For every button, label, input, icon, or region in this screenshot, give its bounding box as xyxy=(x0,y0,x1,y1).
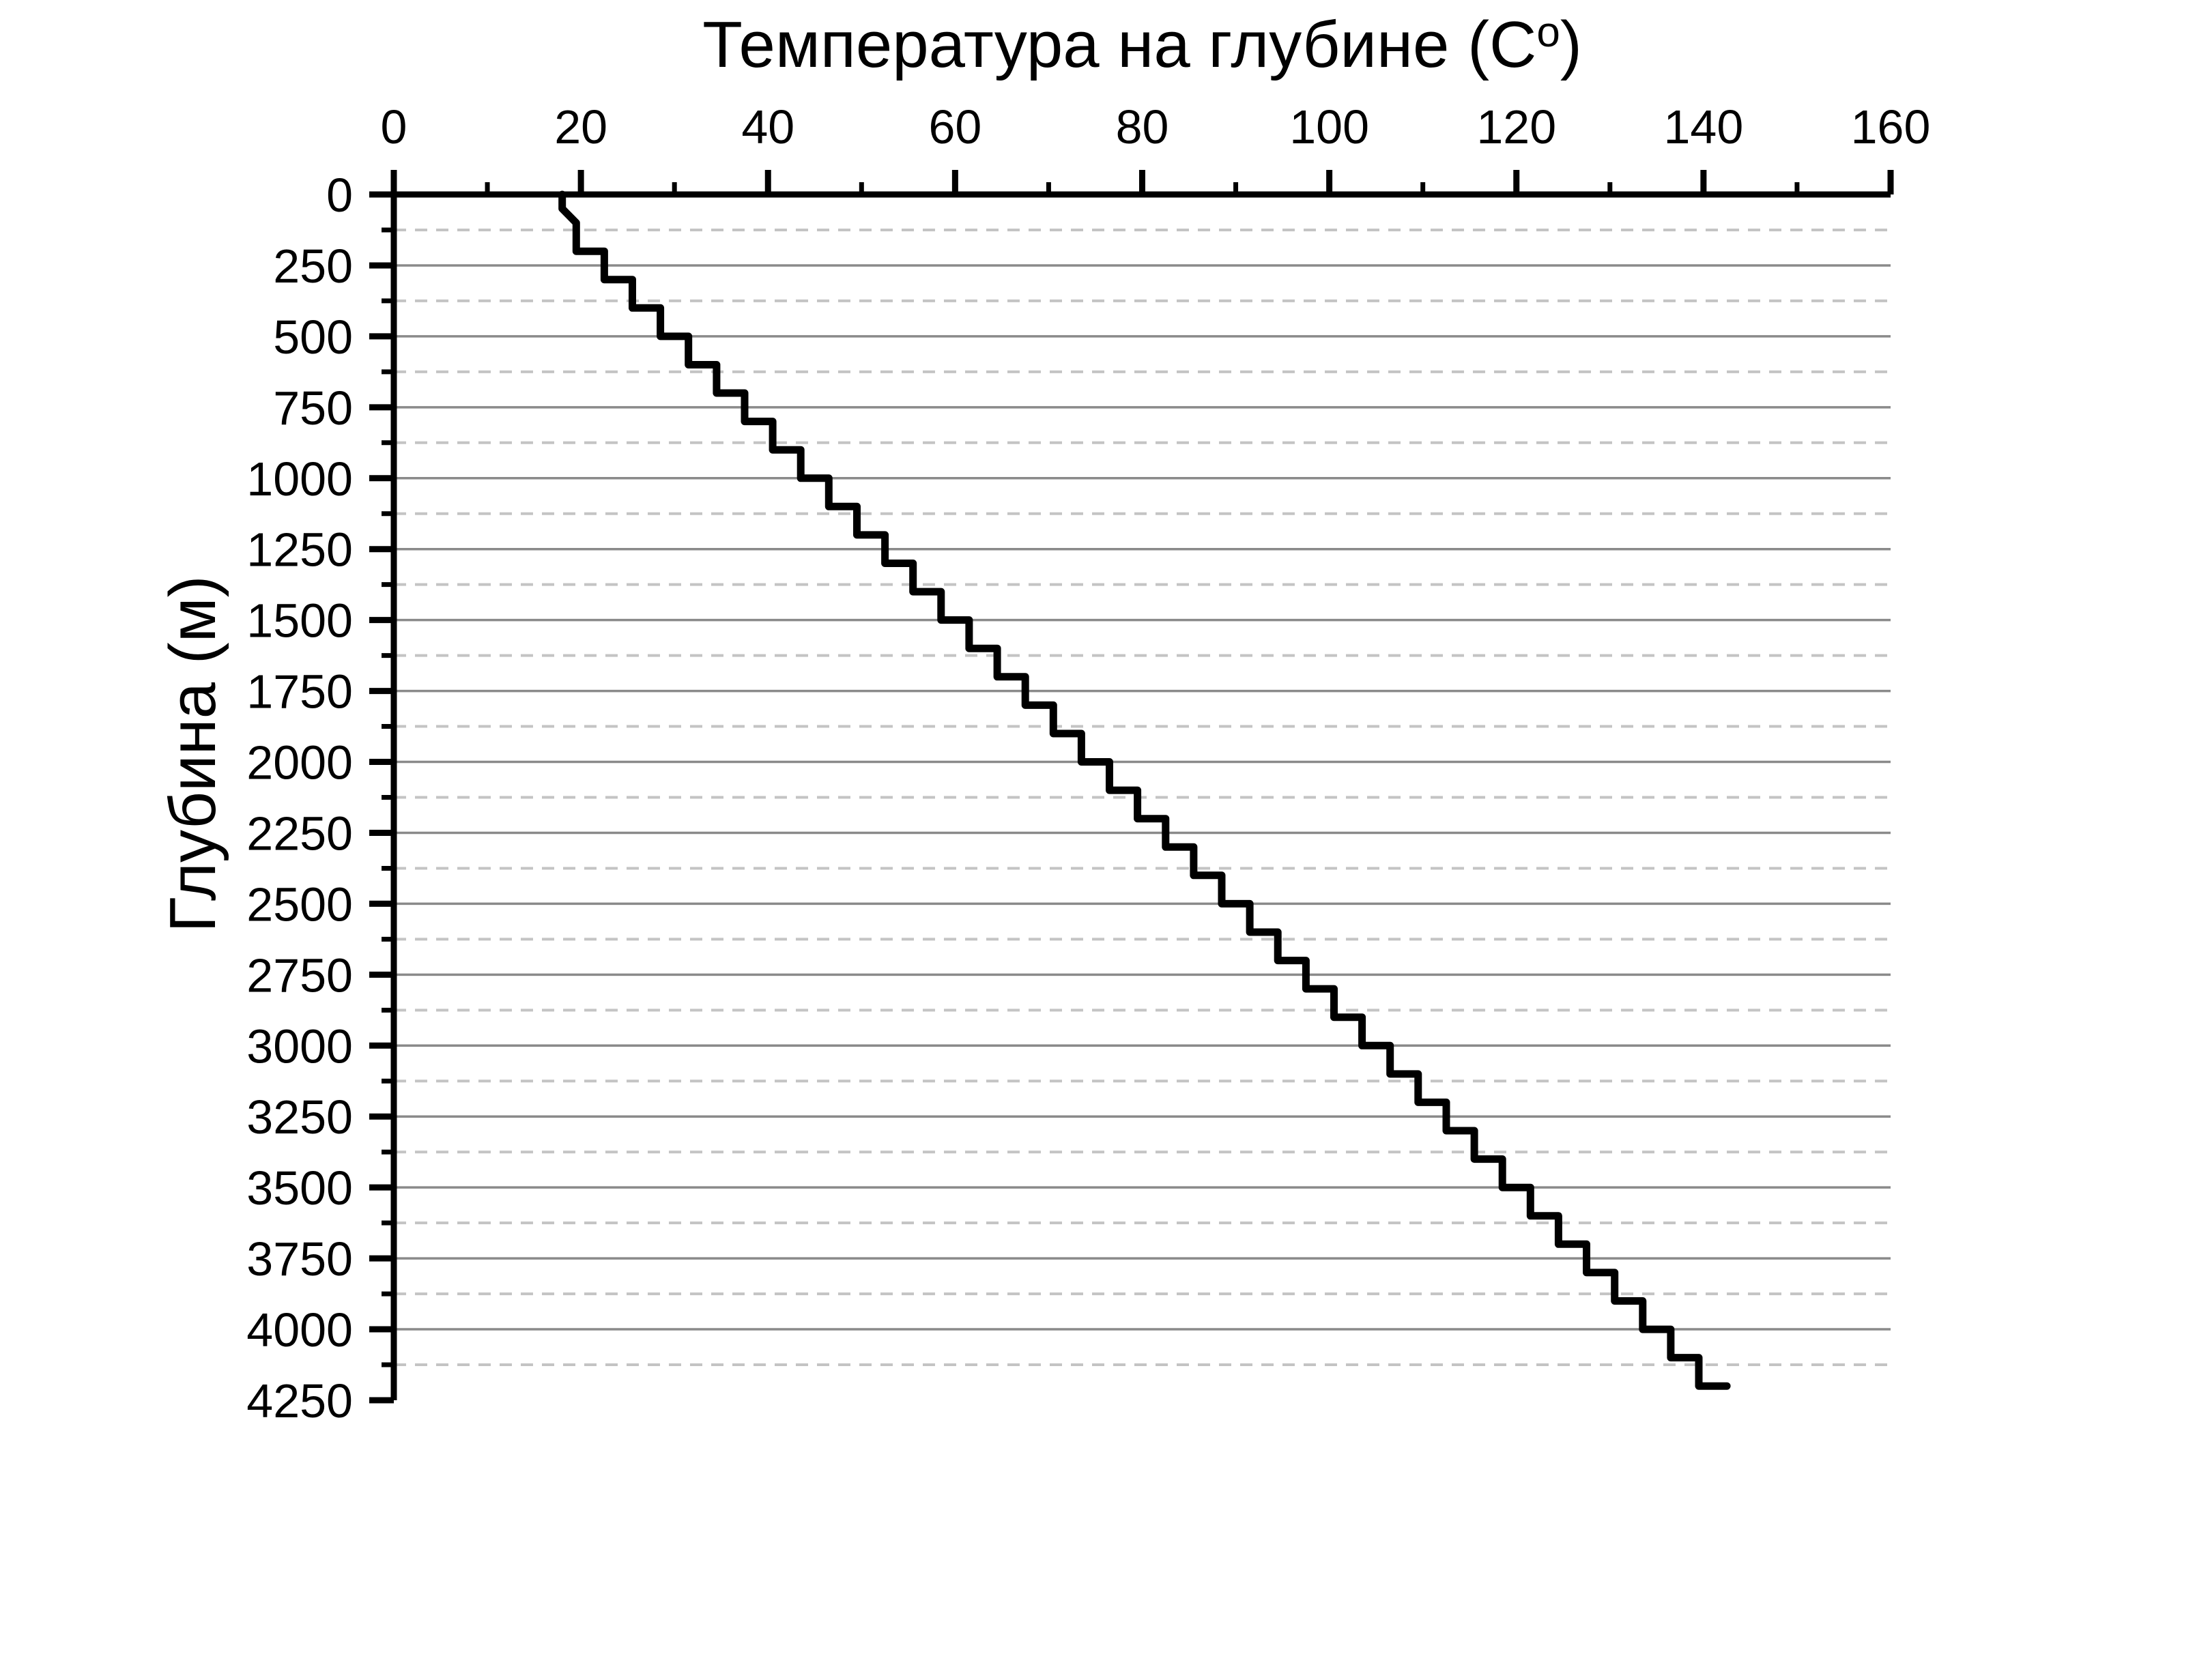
y-tick-label: 750 xyxy=(273,381,353,435)
y-axis-title-text: Глубина (м) xyxy=(156,575,229,932)
y-tick-label: 2500 xyxy=(246,878,353,931)
grid-major xyxy=(394,264,1891,1331)
series-temperature-line xyxy=(558,190,1731,1390)
x-tick-label: 80 xyxy=(1116,100,1169,154)
x-tick-label: 20 xyxy=(554,100,607,154)
y-tick-label: 1750 xyxy=(246,665,353,719)
x-tick-label: 160 xyxy=(1851,100,1931,154)
x-tick-label: 40 xyxy=(741,100,794,154)
x-tick-label: 120 xyxy=(1476,100,1556,154)
grid-minor xyxy=(394,228,1891,1367)
y-tick-label: 1250 xyxy=(246,523,353,577)
y-tick-label: 3500 xyxy=(246,1161,353,1215)
y-tick-label: 0 xyxy=(326,169,353,222)
y-tick-label: 2750 xyxy=(246,948,353,1002)
x-tick-label: 60 xyxy=(928,100,981,154)
y-tick-labels: 0 250 500 750 1000 1250 1500 1750 2000 2250 2500 27… xyxy=(246,169,353,1428)
y-axis-title: Глубина (м) xyxy=(156,575,229,932)
y-tick-label: 2000 xyxy=(246,736,353,790)
x-tick-labels: 0 20 40 60 80 100 120 140 160 xyxy=(381,100,1931,154)
y-tick-label: 3250 xyxy=(246,1090,353,1144)
x-tick-label: 140 xyxy=(1663,100,1743,154)
y-tick-label: 2250 xyxy=(246,807,353,860)
series xyxy=(558,190,1731,1390)
y-tick-label: 4000 xyxy=(246,1303,353,1357)
y-tick-label: 4250 xyxy=(246,1374,353,1428)
y-tick-label: 1000 xyxy=(246,452,353,506)
x-tick-label: 0 xyxy=(381,100,407,154)
x-tick-label: 100 xyxy=(1289,100,1369,154)
chart-title: Температура на глубине (Co) xyxy=(702,8,1582,81)
y-tick-label: 250 xyxy=(273,240,353,293)
chart-title-text: Температура на глубине (Co) xyxy=(702,8,1582,81)
ticks xyxy=(369,170,1894,1404)
y-tick-label: 3750 xyxy=(246,1232,353,1286)
y-tick-label: 1500 xyxy=(246,594,353,648)
y-tick-label: 3000 xyxy=(246,1019,353,1073)
y-tick-label: 500 xyxy=(273,310,353,364)
